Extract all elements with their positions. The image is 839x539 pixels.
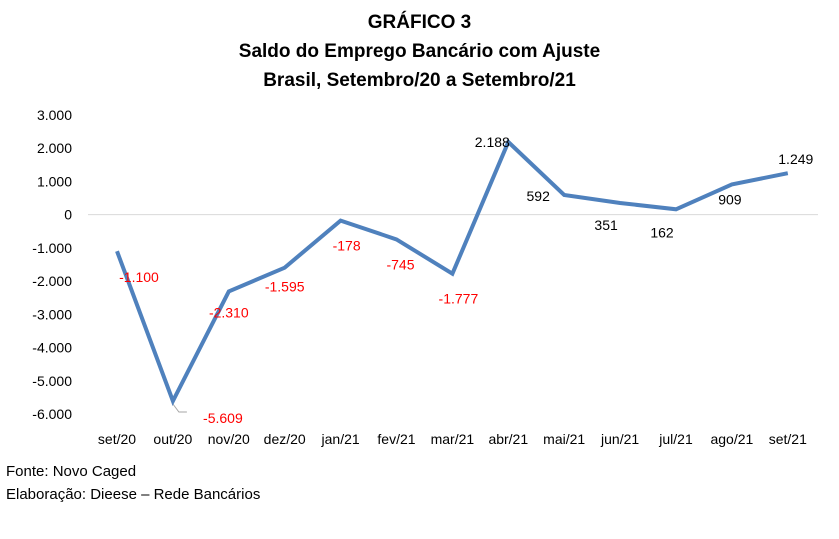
x-tick-label: set/20 [98,431,136,447]
x-tick-label: fev/21 [377,431,415,447]
data-label: 2.188 [475,134,510,150]
x-tick-label: mai/21 [543,431,585,447]
y-tick-label: 0 [64,207,72,223]
data-label: 909 [718,191,742,207]
data-label: -1.595 [265,279,305,295]
y-tick-label: -4.000 [32,340,72,356]
x-tick-label: set/21 [769,431,807,447]
data-label: -178 [333,238,361,254]
chart-title-block: GRÁFICO 3 Saldo do Emprego Bancário com … [0,8,839,95]
credit-note: Elaboração: Dieese – Rede Bancários [6,486,261,503]
y-tick-label: -6.000 [32,406,72,422]
x-tick-label: mar/21 [431,431,475,447]
data-label: 162 [650,224,674,240]
data-label: -2.310 [209,304,249,320]
x-tick-label: dez/20 [264,431,306,447]
y-tick-label: 2.000 [37,140,72,156]
chart-subtitle: Saldo do Emprego Bancário com Ajuste [238,41,601,62]
x-tick-label: jun/21 [600,431,639,447]
x-tick-label: abr/21 [488,431,528,447]
data-label: -1.100 [119,269,159,285]
y-tick-label: 1.000 [37,173,72,189]
chart-subtitle-period: Brasil, Setembro/20 a Setembro/21 [263,70,576,91]
x-tick-label: nov/20 [208,431,250,447]
data-label: -745 [386,256,414,272]
data-label: 1.249 [778,151,813,167]
x-tick-label: jan/21 [321,431,360,447]
chart-title: GRÁFICO 3 [367,12,472,33]
source-note: Fonte: Novo Caged [6,463,137,480]
series-line [115,138,789,406]
x-tick-label: jul/21 [658,431,693,447]
data-label: -1.777 [439,291,479,307]
y-tick-label: -1.000 [32,240,72,256]
data-label: 592 [527,188,551,204]
x-tick-label: ago/21 [710,431,753,447]
y-tick-label: 3.000 [37,107,72,123]
data-label: -5.609 [203,410,243,426]
y-tick-label: -2.000 [32,273,72,289]
data-label: 351 [594,217,618,233]
x-tick-label: out/20 [153,431,192,447]
chart-footer: Fonte: Novo Caged Elaboração: Dieese – R… [6,460,260,506]
y-tick-label: -3.000 [32,306,72,322]
y-tick-label: -5.000 [32,373,72,389]
data-label-leader-line [172,403,187,413]
